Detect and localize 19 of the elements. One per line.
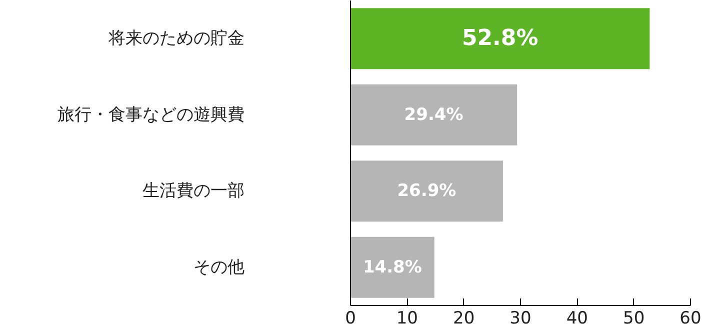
- x-tick-label: 20: [453, 308, 475, 328]
- bar: [350, 84, 518, 146]
- y-tick-label: 旅行・食事などの遊興費: [58, 104, 244, 125]
- bar: [350, 8, 650, 70]
- x-tick-label: 0: [345, 308, 356, 328]
- x-tick-label: 10: [396, 308, 418, 328]
- x-tick-label: 30: [510, 308, 532, 328]
- x-tick-label: 50: [623, 308, 645, 328]
- data-label: 52.8%: [462, 26, 538, 52]
- y-tick-label: 将来のための貯金: [108, 28, 244, 49]
- x-tick-label: 40: [566, 308, 588, 328]
- x-tick-label: 60: [680, 308, 702, 328]
- y-tick-label: 生活費の一部: [142, 181, 244, 202]
- data-label: 29.4%: [404, 104, 464, 125]
- bar: [350, 160, 503, 222]
- bar: [350, 236, 434, 298]
- y-tick-label: その他: [194, 257, 244, 278]
- data-label: 14.8%: [362, 257, 422, 278]
- data-label: 26.9%: [397, 181, 456, 202]
